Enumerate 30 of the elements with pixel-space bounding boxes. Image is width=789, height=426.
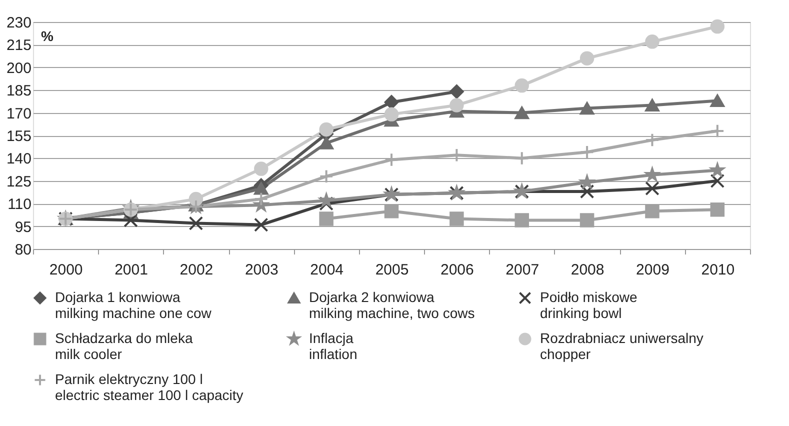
y-tick-label: 170 — [6, 105, 32, 122]
y-tick-label: 200 — [6, 60, 32, 77]
legend-label: Parnik elektryczny 100 l electric steamer 100 l capacity — [55, 371, 244, 403]
legend-label: Dojarka 2 konwiowa milking machine, two cows — [309, 289, 475, 321]
x-tick-label: 2000 — [49, 262, 83, 278]
y-tick-label: 110 — [8, 196, 32, 214]
x-tick-label: 2006 — [440, 262, 474, 278]
legend-label: Schładzarka do mleka milk cooler — [55, 330, 193, 362]
x-tick-label: 2008 — [570, 262, 604, 278]
y-axis-title: % — [41, 28, 54, 44]
y-tick-label: 140 — [6, 150, 32, 168]
x-tick-label: 2005 — [375, 262, 409, 278]
y-tick-label: 185 — [6, 82, 32, 100]
x-tick-label: 2009 — [636, 262, 670, 278]
legend-label: Inflacja inflation — [309, 330, 358, 362]
y-tick-label: 155 — [6, 128, 32, 145]
legend-label: Dojarka 1 konwiowa milking machine one cow — [55, 289, 212, 321]
x-tick-label: 2002 — [180, 262, 214, 278]
y-tick-label: 230 — [6, 14, 32, 32]
x-tick-label: 2003 — [244, 262, 278, 278]
legend-label: Poidło miskowe drinking bowl — [540, 289, 638, 321]
y-tick-label: 80 — [14, 242, 32, 258]
x-tick-label: 2004 — [310, 262, 344, 278]
y-tick-label: 215 — [6, 37, 32, 54]
x-tick-label: 2007 — [506, 262, 540, 278]
x-tick-label: 2001 — [114, 262, 148, 278]
x-tick-label: 2010 — [701, 262, 735, 278]
y-tick-label: 95 — [14, 218, 32, 236]
y-tick-label: 125 — [6, 173, 32, 190]
legend-label: Rozdrabniacz uniwersalny chopper — [540, 330, 704, 362]
